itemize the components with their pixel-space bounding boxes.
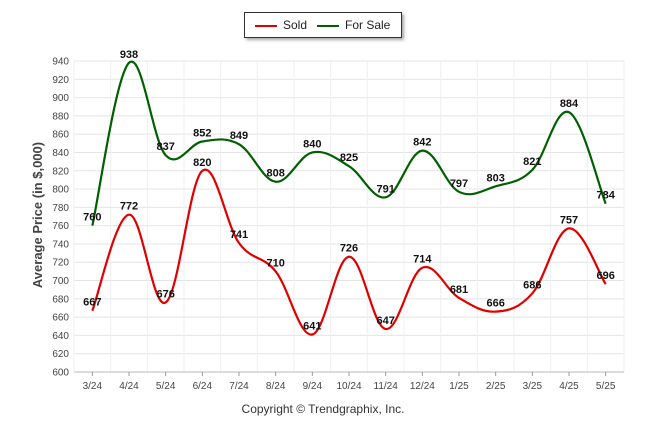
y-tick-label: 860 bbox=[52, 130, 69, 141]
y-tick-label: 840 bbox=[52, 148, 69, 159]
y-tick-label: 880 bbox=[52, 111, 69, 122]
x-tick-label: 11/24 bbox=[374, 381, 399, 392]
x-tick-label: 3/24 bbox=[83, 381, 103, 392]
data-label-for-sale: 825 bbox=[340, 152, 358, 164]
data-label-for-sale: 884 bbox=[560, 98, 579, 110]
grid-lines bbox=[73, 60, 625, 373]
y-tick-label: 780 bbox=[52, 203, 69, 214]
y-axis-label: Average Price (in $,000) bbox=[30, 142, 45, 288]
copyright-text: Copyright © Trendgraphix, Inc. bbox=[241, 402, 405, 416]
x-tick-label: 1/25 bbox=[449, 381, 469, 392]
data-label-for-sale: 840 bbox=[303, 138, 321, 150]
data-label-for-sale: 842 bbox=[413, 137, 431, 149]
y-tick-label: 620 bbox=[52, 349, 69, 360]
data-label-sold: 676 bbox=[156, 288, 174, 300]
data-label-for-sale: 849 bbox=[230, 130, 248, 142]
data-label-sold: 772 bbox=[120, 201, 138, 213]
data-label-sold: 741 bbox=[230, 229, 248, 241]
x-tick-label: 3/25 bbox=[523, 381, 543, 392]
data-label-for-sale: 797 bbox=[450, 178, 468, 190]
data-label-for-sale: 852 bbox=[193, 127, 211, 139]
y-tick-label: 640 bbox=[52, 331, 69, 342]
data-label-for-sale: 791 bbox=[376, 183, 394, 195]
y-tick-label: 820 bbox=[52, 166, 69, 177]
x-tick-label: 5/24 bbox=[156, 381, 176, 392]
y-tick-label: 920 bbox=[52, 75, 69, 86]
series-line-for-sale bbox=[91, 60, 607, 226]
x-tick-label: 5/25 bbox=[596, 381, 616, 392]
series-line-sold bbox=[91, 168, 607, 336]
data-label-sold: 666 bbox=[486, 298, 504, 310]
data-label-sold: 696 bbox=[596, 270, 614, 282]
x-tick-label: 2/25 bbox=[486, 381, 506, 392]
data-label-sold: 686 bbox=[523, 279, 541, 291]
x-axis-ticks: 3/24 4/24 5/24 6/24 7/24 8/24 9/24 10/24 11/24 12… bbox=[83, 372, 616, 392]
y-tick-label: 900 bbox=[52, 93, 69, 104]
data-label-sold: 710 bbox=[266, 257, 284, 269]
y-axis-ticks: 600 620 640 660 680 700 720 740 760 780 800 820 840 8… bbox=[52, 57, 69, 379]
x-tick-label: 9/24 bbox=[303, 381, 323, 392]
data-label-for-sale: 803 bbox=[486, 172, 504, 184]
data-label-sold: 757 bbox=[560, 214, 578, 226]
y-tick-label: 800 bbox=[52, 185, 69, 196]
data-label-sold: 820 bbox=[193, 157, 211, 169]
x-tick-label: 4/25 bbox=[559, 381, 579, 392]
data-label-for-sale: 808 bbox=[266, 168, 284, 180]
x-tick-label: 12/24 bbox=[410, 381, 435, 392]
y-tick-label: 700 bbox=[52, 276, 69, 287]
legend: Sold For Sale bbox=[244, 12, 402, 38]
legend-swatch-for-sale bbox=[317, 25, 339, 27]
data-label-for-sale: 837 bbox=[156, 141, 174, 153]
x-tick-label: 6/24 bbox=[193, 381, 213, 392]
y-tick-label: 660 bbox=[52, 313, 69, 324]
x-tick-label: 8/24 bbox=[266, 381, 286, 392]
x-tick-label: 4/24 bbox=[119, 381, 139, 392]
data-label-for-sale: 938 bbox=[120, 49, 138, 61]
y-tick-label: 720 bbox=[52, 258, 69, 269]
legend-swatch-sold bbox=[255, 25, 277, 27]
y-tick-label: 680 bbox=[52, 294, 69, 305]
y-tick-label: 940 bbox=[52, 57, 69, 68]
series-lines bbox=[91, 60, 607, 336]
legend-label-for-sale: For Sale bbox=[345, 18, 391, 32]
y-tick-label: 760 bbox=[52, 221, 69, 232]
data-label-for-sale: 821 bbox=[523, 156, 541, 168]
data-label-for-sale: 784 bbox=[596, 190, 615, 202]
y-tick-label: 600 bbox=[52, 368, 69, 379]
data-label-sold: 681 bbox=[450, 284, 468, 296]
data-label-sold: 714 bbox=[413, 254, 432, 266]
x-tick-label: 7/24 bbox=[229, 381, 249, 392]
x-tick-label: 10/24 bbox=[336, 381, 361, 392]
data-label-sold: 726 bbox=[340, 243, 358, 255]
data-label-for-sale: 760 bbox=[83, 212, 101, 224]
data-label-sold: 667 bbox=[83, 297, 101, 309]
y-tick-label: 740 bbox=[52, 239, 69, 250]
data-label-sold: 641 bbox=[303, 320, 321, 332]
data-label-sold: 647 bbox=[376, 315, 394, 327]
data-labels: 667 772 676 820 741 710 641 726 647 714 681 666 686 7… bbox=[83, 49, 616, 333]
legend-label-sold: Sold bbox=[283, 18, 308, 32]
